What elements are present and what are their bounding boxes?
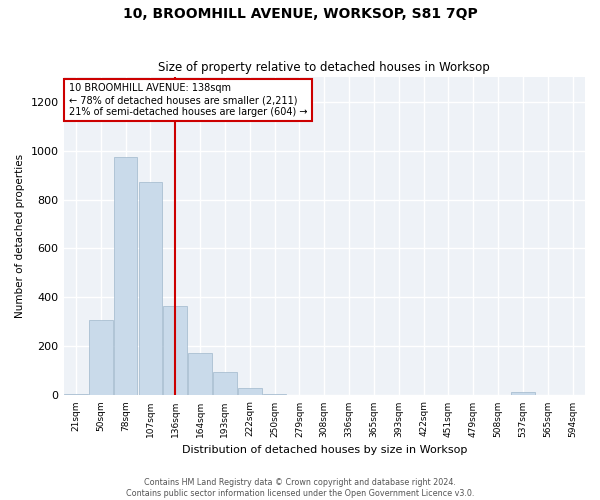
Bar — [213, 372, 237, 396]
Bar — [163, 306, 187, 396]
Text: Contains HM Land Registry data © Crown copyright and database right 2024.
Contai: Contains HM Land Registry data © Crown c… — [126, 478, 474, 498]
X-axis label: Distribution of detached houses by size in Worksop: Distribution of detached houses by size … — [182, 445, 467, 455]
Text: 10, BROOMHILL AVENUE, WORKSOP, S81 7QP: 10, BROOMHILL AVENUE, WORKSOP, S81 7QP — [122, 8, 478, 22]
Bar — [511, 392, 535, 396]
Title: Size of property relative to detached houses in Worksop: Size of property relative to detached ho… — [158, 62, 490, 74]
Bar — [263, 394, 286, 396]
Text: 10 BROOMHILL AVENUE: 138sqm
← 78% of detached houses are smaller (2,211)
21% of : 10 BROOMHILL AVENUE: 138sqm ← 78% of det… — [69, 84, 307, 116]
Bar — [238, 388, 262, 396]
Bar — [188, 352, 212, 396]
Bar — [287, 394, 311, 396]
Bar — [139, 182, 162, 396]
Bar — [64, 394, 88, 396]
Bar — [89, 320, 113, 396]
Y-axis label: Number of detached properties: Number of detached properties — [15, 154, 25, 318]
Bar — [114, 156, 137, 396]
